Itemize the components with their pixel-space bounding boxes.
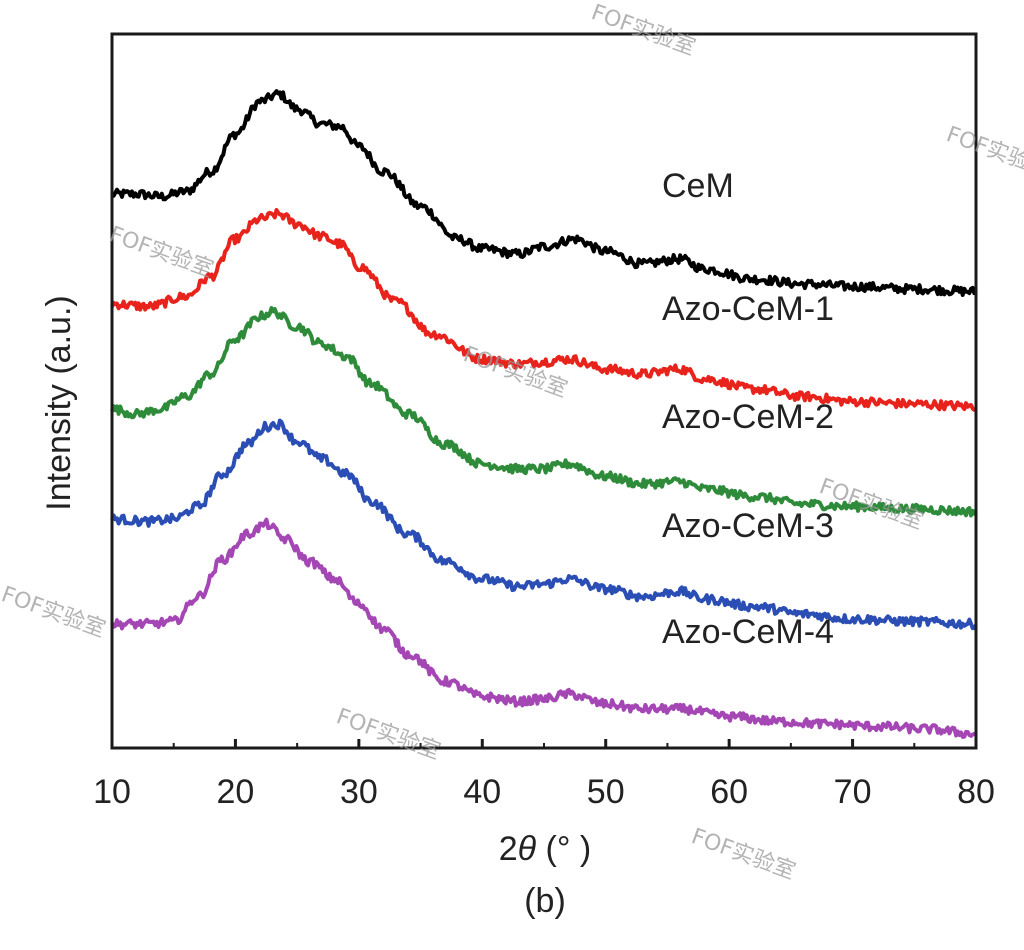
panel-label: (b) [524, 882, 566, 920]
watermarks: FOF实验室 FOF实验室 FOF实验室 FOF实验室 FOF实验室 FOF实验… [0, 0, 1024, 885]
watermark: FOF实验室 [588, 0, 699, 61]
series-labels: CeM Azo-CeM-1 Azo-CeM-2 Azo-CeM-3 Azo-CeM-4 [662, 167, 834, 651]
y-axis-title: Intensity (a.u.) [40, 295, 78, 510]
series-label-azo-cem-4: Azo-CeM-4 [662, 613, 834, 651]
x-axis-title-unit: (° ) [536, 830, 591, 868]
series-line-azo-cem-3 [110, 418, 978, 631]
series-line-azo-cem-1 [110, 208, 977, 413]
series-line-azo-cem-2 [110, 306, 978, 518]
series-line-cem [110, 89, 978, 297]
x-axis-title-symbol: θ [518, 830, 537, 868]
x-axis-title-prefix: 2 [499, 830, 518, 868]
watermark: FOF实验室 [460, 342, 571, 403]
x-axis-title: 2θ (° ) [499, 830, 592, 868]
x-tick-label: 30 [340, 773, 378, 811]
x-tick-label: 70 [834, 773, 872, 811]
x-tick-label: 40 [463, 773, 501, 811]
series-label-cem: CeM [662, 167, 734, 205]
x-tick-label: 80 [957, 773, 995, 811]
series-line-azo-cem-4 [110, 517, 977, 739]
x-axis-tick-labels: 10 20 30 40 50 60 70 80 [93, 773, 995, 811]
x-tick-label: 10 [93, 773, 131, 811]
watermark: FOF实验室 [943, 122, 1024, 183]
series-layer [110, 89, 978, 739]
x-tick-label: 20 [217, 773, 255, 811]
watermark: FOF实验室 [333, 704, 444, 765]
watermark: FOF实验室 [688, 824, 799, 885]
x-tick-label: 60 [710, 773, 748, 811]
series-label-azo-cem-1: Azo-CeM-1 [662, 290, 834, 328]
watermark: FOF实验室 [106, 222, 217, 283]
series-label-azo-cem-2: Azo-CeM-2 [662, 398, 834, 436]
series-label-azo-cem-3: Azo-CeM-3 [662, 507, 834, 545]
x-tick-label: 50 [587, 773, 625, 811]
x-axis-ticks [110, 739, 978, 748]
watermark: FOF实验室 [0, 582, 109, 643]
